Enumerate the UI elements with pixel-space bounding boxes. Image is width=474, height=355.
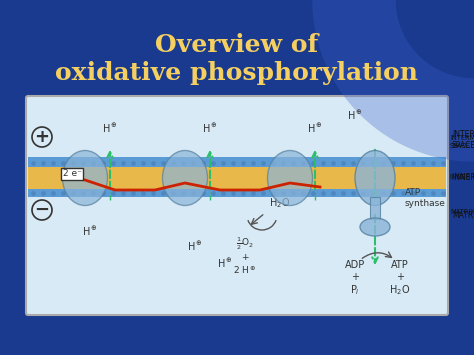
- Text: H$^\oplus$: H$^\oplus$: [187, 240, 203, 253]
- Bar: [28, 167, 446, 189]
- Text: Overview of: Overview of: [155, 33, 319, 57]
- Text: +: +: [35, 128, 49, 146]
- Text: MATRIX: MATRIX: [450, 209, 474, 215]
- Ellipse shape: [163, 151, 208, 206]
- Text: INTERMEMBRANE
SPACE: INTERMEMBRANE SPACE: [452, 130, 474, 150]
- Bar: [28, 189, 446, 197]
- Ellipse shape: [360, 218, 390, 236]
- Text: ATP
+
H$_2$O: ATP + H$_2$O: [390, 260, 410, 297]
- Ellipse shape: [355, 151, 395, 206]
- Text: $\frac{1}{2}$O$_2$
+
2 H$^\oplus$: $\frac{1}{2}$O$_2$ + 2 H$^\oplus$: [233, 235, 257, 276]
- Ellipse shape: [63, 151, 108, 206]
- Text: H$^\oplus$: H$^\oplus$: [217, 257, 233, 270]
- Text: ATP
synthase: ATP synthase: [405, 188, 446, 208]
- Text: 2 e⁻: 2 e⁻: [63, 169, 82, 179]
- Bar: [370, 197, 380, 219]
- Text: INTERMEMBRANE
SPACE: INTERMEMBRANE SPACE: [450, 136, 474, 148]
- Text: H$^\oplus$: H$^\oplus$: [202, 122, 218, 135]
- FancyBboxPatch shape: [26, 96, 448, 315]
- Text: H$^\oplus$: H$^\oplus$: [102, 122, 118, 135]
- Bar: [28, 157, 446, 167]
- Text: MATRIX: MATRIX: [452, 211, 474, 219]
- Text: H$^\oplus$: H$^\oplus$: [347, 109, 363, 122]
- Text: H$_2$O: H$_2$O: [269, 196, 291, 210]
- Text: INNER MEMBRANE: INNER MEMBRANE: [450, 174, 474, 180]
- Text: H$^\oplus$: H$^\oplus$: [82, 225, 98, 238]
- Text: oxidative phosphorylation: oxidative phosphorylation: [55, 61, 419, 85]
- Ellipse shape: [267, 151, 312, 206]
- Text: H$^\oplus$: H$^\oplus$: [307, 122, 323, 135]
- Text: ADP
+
P$_i$: ADP + P$_i$: [345, 260, 365, 297]
- Text: −: −: [35, 201, 50, 219]
- Text: INNER MEMBRANE: INNER MEMBRANE: [452, 173, 474, 181]
